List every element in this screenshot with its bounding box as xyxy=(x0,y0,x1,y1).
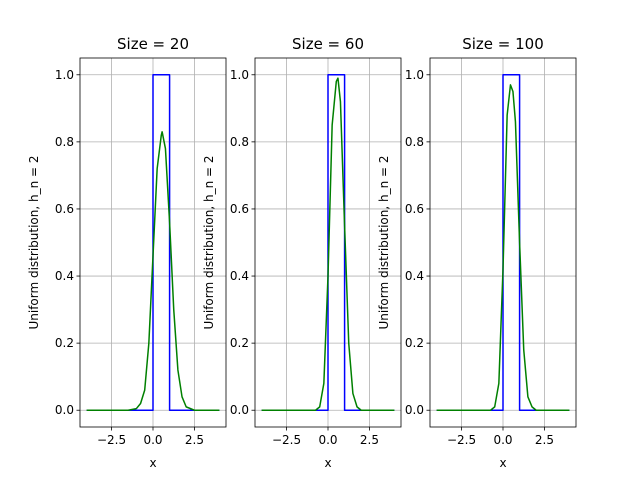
y-tick-label: 0.2 xyxy=(55,336,74,350)
x-tick-label: −2.5 xyxy=(97,433,126,447)
y-tick-label: 0.6 xyxy=(405,202,424,216)
subplot-3: −2.5 0.0 2.5 0.0 0.2 0.4 0.6 0.8 1.0 Size = 100 x U… xyxy=(377,35,577,470)
y-tick-label: 1.0 xyxy=(230,68,249,82)
y-tick-label: 0.6 xyxy=(55,202,74,216)
x-axis-label: x xyxy=(499,456,506,470)
x-tick-label: 2.5 xyxy=(185,433,204,447)
y-tick-label: 0.8 xyxy=(405,135,424,149)
x-axis-label: x xyxy=(149,456,156,470)
series-line-1 xyxy=(436,74,570,411)
series-line-1 xyxy=(86,74,220,411)
x-tick-label: 2.5 xyxy=(360,433,379,447)
series-line-2 xyxy=(86,131,220,411)
subplot-title: Size = 60 xyxy=(292,35,364,53)
series-line-2 xyxy=(261,77,395,411)
y-axis-label: Uniform distribution, h_n = 2 xyxy=(202,155,216,329)
y-tick-label: 0.2 xyxy=(230,336,249,350)
y-tick-label: 0.6 xyxy=(230,202,249,216)
y-tick-label: 0.0 xyxy=(405,403,424,417)
subplot-2: −2.5 0.0 2.5 0.0 0.2 0.4 0.6 0.8 1.0 Size = 60 x Un… xyxy=(202,35,402,470)
series-line-1 xyxy=(261,74,395,411)
y-tick-label: 0.4 xyxy=(230,269,249,283)
y-tick-label: 0.4 xyxy=(405,269,424,283)
y-tick-label: 1.0 xyxy=(55,68,74,82)
y-tick-label: 0.8 xyxy=(55,135,74,149)
series-line-2 xyxy=(436,84,570,411)
y-axis-label: Uniform distribution, h_n = 2 xyxy=(377,155,391,329)
y-tick-label: 0.0 xyxy=(55,403,74,417)
y-tick-label: 1.0 xyxy=(405,68,424,82)
subplot-title: Size = 100 xyxy=(462,35,544,53)
subplot-1: −2.5 0.0 2.5 0.0 0.2 0.4 0.6 0.8 1.0 Size = 20 x Un… xyxy=(27,35,227,470)
x-axis-label: x xyxy=(324,456,331,470)
x-tick-label: −2.5 xyxy=(447,433,476,447)
x-tick-label: 2.5 xyxy=(535,433,554,447)
x-tick-label: 0.0 xyxy=(493,433,512,447)
y-axis-label: Uniform distribution, h_n = 2 xyxy=(27,155,41,329)
y-tick-label: 0.8 xyxy=(230,135,249,149)
x-tick-label: 0.0 xyxy=(143,433,162,447)
x-tick-label: −2.5 xyxy=(272,433,301,447)
y-tick-label: 0.0 xyxy=(230,403,249,417)
y-tick-label: 0.4 xyxy=(55,269,74,283)
y-tick-label: 0.2 xyxy=(405,336,424,350)
subplot-title: Size = 20 xyxy=(117,35,189,53)
x-tick-label: 0.0 xyxy=(318,433,337,447)
